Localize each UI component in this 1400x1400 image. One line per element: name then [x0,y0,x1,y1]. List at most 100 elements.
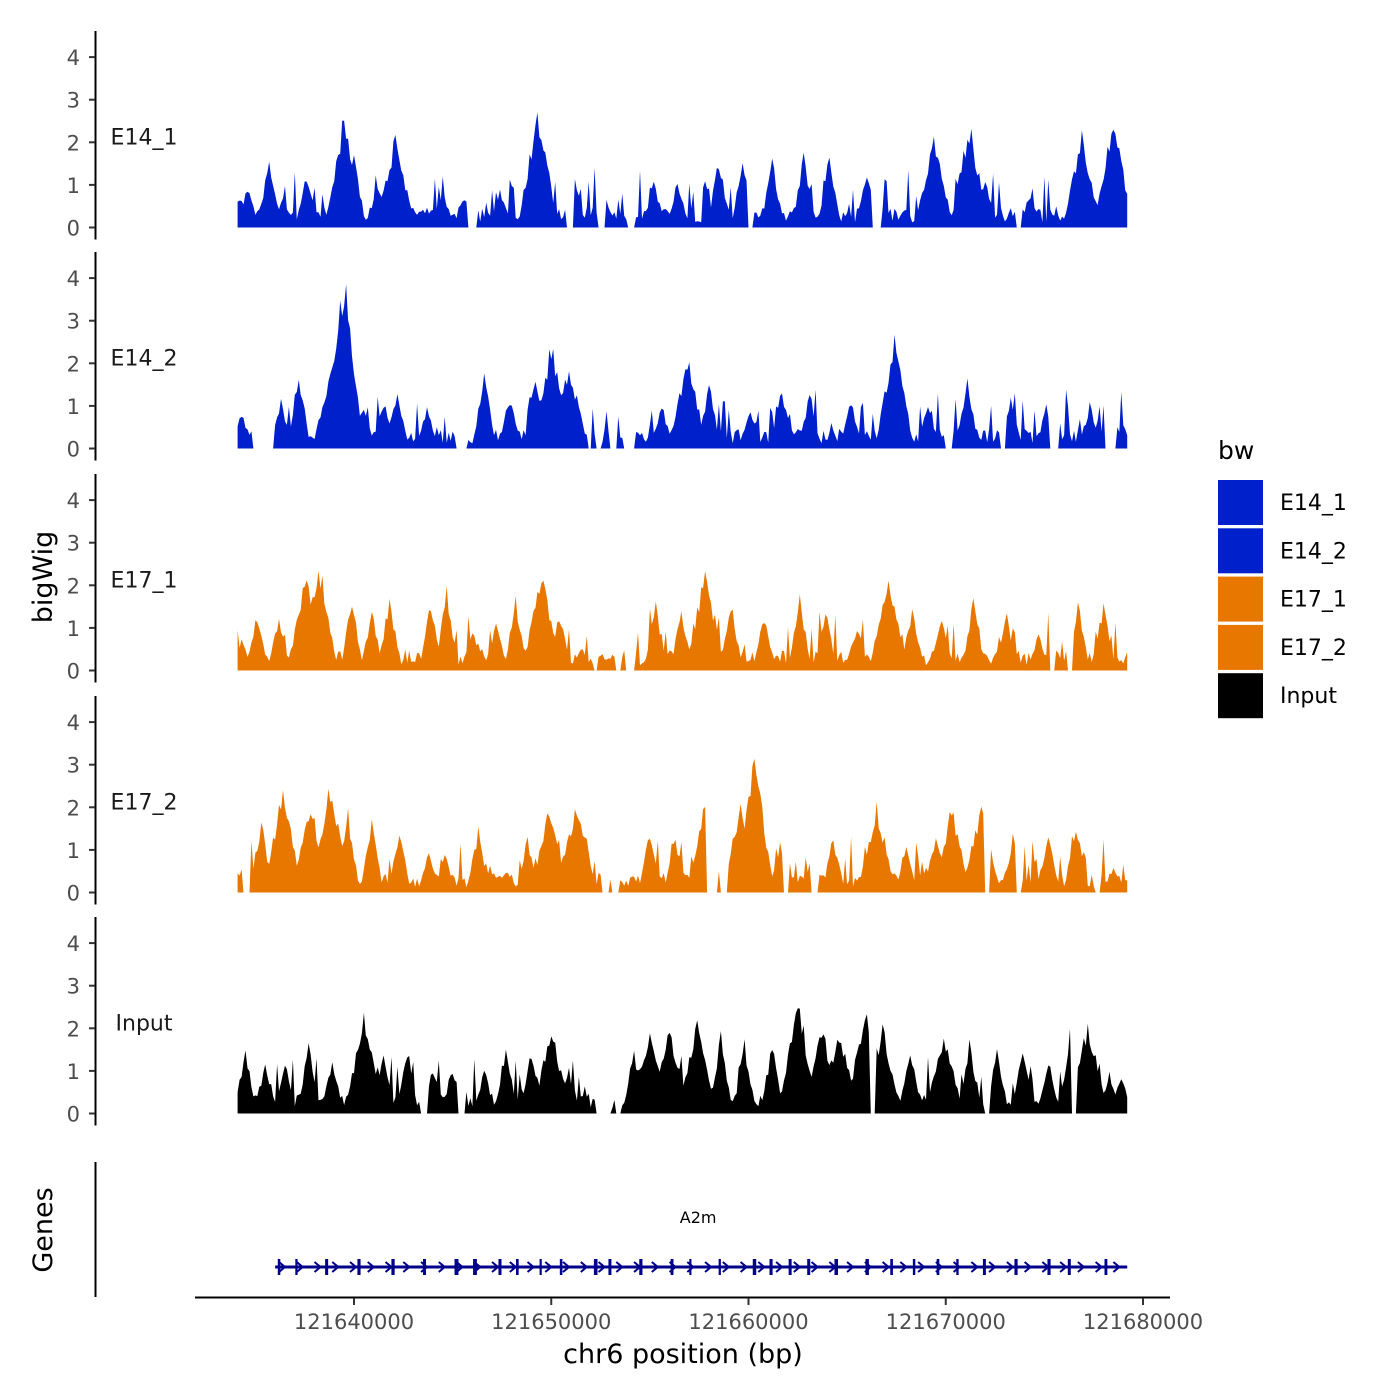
legend-swatch-Input [1218,673,1263,719]
y-tick-label-Input-2: 2 [67,1017,80,1041]
track-Input: 0 1 2 3 4 Input [67,917,1128,1127]
gene-strand-arrow [1077,1261,1086,1273]
y-tick-label-E14_1-3: 3 [67,89,80,113]
gene-strand-arrow [455,1261,465,1273]
gene-strand-arrow [899,1261,908,1273]
gene-strand-arrow [1112,1261,1121,1273]
gene-strand-arrow [952,1261,962,1273]
gene-strand-arrow [438,1261,447,1273]
legend-label-E14_2: E14_2 [1280,539,1347,564]
legend-title: bw [1218,436,1254,465]
y-tick-label-E17_2-1: 1 [67,839,80,863]
legend-swatch-E17_2 [1218,624,1263,670]
genes-panel: Genes A2m [28,1162,1128,1297]
gene-strand-arrow [491,1261,500,1273]
y-tick-label-Input-1: 1 [67,1060,80,1084]
gene-strand-arrow [775,1261,784,1273]
y-tick-label-E14_2-0: 0 [67,438,80,462]
gene-strand-arrow [384,1261,394,1273]
track-E14_1: 0 1 2 3 4 E14_1 [67,31,1128,241]
gene-strand-arrow [544,1261,553,1273]
gene-strand-arrow [420,1261,429,1273]
gene-strand-arrow [402,1261,411,1273]
area-E14_1 [237,112,1128,228]
gene-strand-arrow [970,1261,979,1273]
gene-strand-arrow [757,1261,766,1273]
gene-strand-arrow [597,1261,607,1273]
gene-strand-arrow [1094,1261,1104,1273]
legend: bw E14_1 E14_2 E17_1 E17_2 Input [1218,436,1347,719]
gene-strand-arrow [864,1261,873,1273]
legend-label-Input: Input [1280,684,1337,709]
legend-swatch-E14_1 [1218,480,1263,525]
gene-strand-arrow [1006,1261,1015,1273]
y-tick-label-E14_1-4: 4 [67,46,80,70]
gene-strand-arrow [1059,1261,1068,1273]
gene-strand-arrow [526,1261,536,1273]
track-label-E14_1: E14_1 [111,126,178,151]
gene-strand-arrow [331,1261,340,1273]
legend-swatch-E17_1 [1218,576,1263,622]
y-tick-label-E17_1-3: 3 [67,532,80,556]
x-axis: chr6 position (bp) 121640000 121650000 121… [195,1296,1203,1370]
y-tick-label-E14_2-1: 1 [67,395,80,419]
x-tick-label-121660000: 121660000 [688,1310,808,1334]
y-tick-label-E17_2-4: 4 [67,711,80,735]
x-axis-title: chr6 position (bp) [563,1339,803,1370]
y-tick-label-E14_1-0: 0 [67,217,80,241]
gene-strand-arrow [651,1261,660,1273]
gene-strand-arrow [278,1261,287,1273]
gene-strand-arrow [509,1261,518,1273]
gene-strand-arrow [935,1261,944,1273]
gene-strand-arrow [1041,1261,1050,1273]
track-label-E17_1: E17_1 [111,569,178,594]
y-tick-label-E17_1-0: 0 [67,660,80,684]
tracks-group: 0 1 2 3 4 E14_1 0 1 2 3 4 E14_2 0 1 2 3 4 E17_1 0 1 2 3 4 E17_2… [67,31,1128,1127]
track-label-Input: Input [116,1012,173,1037]
gene-strand-arrow [881,1261,891,1273]
gene-strand-arrow [793,1261,802,1273]
gene-strand-arrow [668,1261,678,1273]
area-E17_1 [237,570,1128,671]
gene-strand-arrow [722,1261,731,1273]
y-tick-label-E17_1-4: 4 [67,489,80,513]
area-E14_2 [237,284,1128,449]
y-tick-label-Input-4: 4 [67,932,80,956]
gene-strand-arrow [739,1261,749,1273]
gene-strand-arrow [846,1261,855,1273]
track-E17_2: 0 1 2 3 4 E17_2 [67,696,1128,906]
y-tick-label-E14_1-1: 1 [67,174,80,198]
track-label-E17_2: E17_2 [111,791,178,816]
track-label-E14_2: E14_2 [111,347,178,372]
x-tick-label-121680000: 121680000 [1083,1310,1203,1334]
track-E14_2: 0 1 2 3 4 E14_2 [67,252,1128,462]
legend-swatch-E14_2 [1218,528,1263,574]
gene-strand-arrow [828,1261,837,1273]
y-axis-title: bigWig [28,531,59,624]
y-tick-label-E17_1-1: 1 [67,617,80,641]
gene-strand-arrow [313,1261,323,1273]
y-tick-label-E17_2-2: 2 [67,796,80,820]
gene-strand-arrow [917,1261,926,1273]
genes-label: Genes [28,1187,59,1272]
gene-strand-arrow [562,1261,571,1273]
y-tick-label-E14_2-4: 4 [67,267,80,291]
gene-strand-arrow [349,1261,358,1273]
y-tick-label-E17_2-0: 0 [67,882,80,906]
gene-strand-arrow [296,1261,305,1273]
gene-strand-arrow [810,1261,820,1273]
y-tick-label-Input-0: 0 [67,1103,80,1127]
legend-label-E14_1: E14_1 [1280,491,1347,516]
legend-label-E17_2: E17_2 [1280,636,1347,661]
gene-strand-arrow [580,1261,589,1273]
y-tick-label-E14_1-2: 2 [67,131,80,155]
y-tick-label-E14_2-2: 2 [67,352,80,376]
gene-strand-arrow [367,1261,376,1273]
area-Input [237,1008,1128,1114]
gene-strand-arrow [988,1261,997,1273]
y-tick-label-E17_1-2: 2 [67,574,80,598]
gene-strand-arrow [473,1261,482,1273]
track-E17_1: 0 1 2 3 4 E17_1 [67,474,1128,684]
gene-strand-arrow [633,1261,642,1273]
